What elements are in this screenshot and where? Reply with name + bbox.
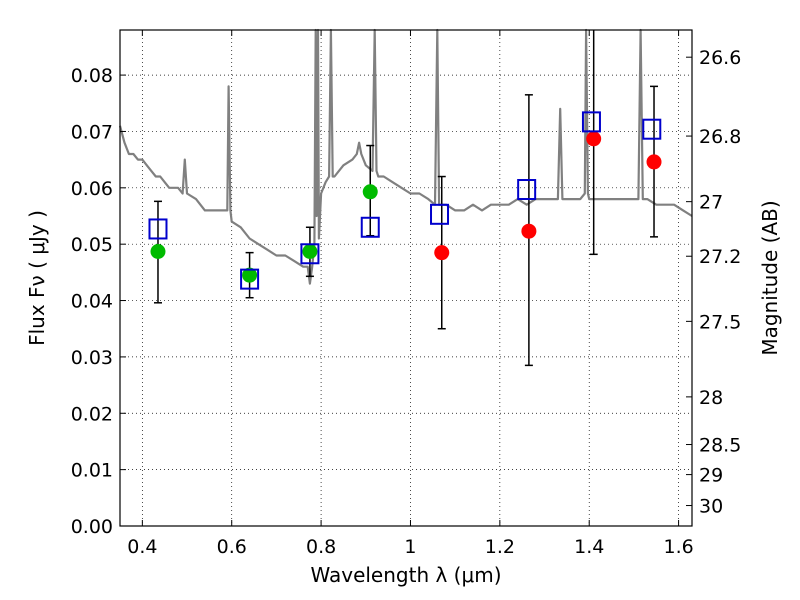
x-tick-label: 0.6	[217, 536, 247, 558]
data-point-circle	[302, 244, 318, 260]
magnitude-tick-label: 28	[699, 387, 723, 409]
magnitude-tick-label: 29	[699, 465, 723, 487]
magnitude-axis-label: Magnitude (AB)	[758, 200, 782, 355]
data-point-circle	[362, 184, 378, 200]
error-bars	[153, 30, 659, 367]
data-points	[148, 111, 662, 290]
x-tick-label: 0.4	[127, 536, 157, 558]
data-point-square	[642, 118, 662, 140]
plot-frame	[119, 29, 693, 527]
magnitude-tick-label: 28.5	[699, 435, 741, 457]
y-tick-label: 0.08	[71, 65, 113, 87]
data-point-square	[581, 111, 601, 133]
magnitude-tick-label: 27.2	[699, 246, 741, 268]
magnitude-tick-label: 26.6	[699, 47, 741, 69]
magnitude-ticks: 26.6 26.8 27 27.2 27.5 28 28.5 29 30	[686, 47, 741, 518]
y-ticks: 0.00 0.01 0.02 0.03 0.04 0.05 0.06 0.07 0.08	[71, 65, 126, 538]
data-point-square	[240, 268, 260, 290]
x-tick-label: 0.8	[306, 536, 336, 558]
y-tick-label: 0.00	[71, 516, 113, 538]
model-spectrum	[118, 28, 693, 285]
data-point-circle	[434, 245, 450, 261]
x-tick-label: 1.4	[574, 536, 604, 558]
magnitude-tick-label: 30	[699, 496, 723, 518]
y-tick-label: 0.03	[71, 347, 113, 369]
data-point-circle	[586, 131, 602, 147]
magnitude-tick-label: 27.5	[699, 311, 741, 333]
x-axis-label: Wavelength λ (μm)	[310, 563, 501, 587]
data-point-circle	[150, 244, 166, 260]
magnitude-tick-label: 27	[699, 192, 723, 214]
data-point-circle	[646, 154, 662, 170]
y-axis-label: Flux Fν ( μJy )	[25, 210, 49, 346]
data-point-circle	[521, 223, 537, 239]
data-point-circle	[242, 267, 258, 283]
x-tick-label: 1.6	[663, 536, 693, 558]
data-point-square	[430, 203, 450, 225]
model-spectrum-line	[118, 28, 693, 285]
grid	[120, 30, 692, 527]
y-tick-label: 0.04	[71, 291, 113, 313]
data-point-square	[360, 216, 380, 238]
y-tick-label: 0.01	[71, 460, 113, 482]
data-point-square	[517, 179, 537, 201]
magnitude-tick-label: 26.8	[699, 126, 741, 148]
x-tick-label: 1.2	[485, 536, 515, 558]
y-tick-label: 0.06	[71, 178, 113, 200]
x-ticks: 0.4 0.6 0.8 1 1.2 1.4 1.6	[127, 30, 694, 558]
x-tick-label: 1	[404, 536, 416, 558]
y-tick-label: 0.02	[71, 403, 113, 425]
data-point-square	[300, 243, 320, 265]
data-point-square	[148, 218, 168, 240]
y-tick-label: 0.07	[71, 121, 113, 143]
y-tick-label: 0.05	[71, 234, 113, 256]
